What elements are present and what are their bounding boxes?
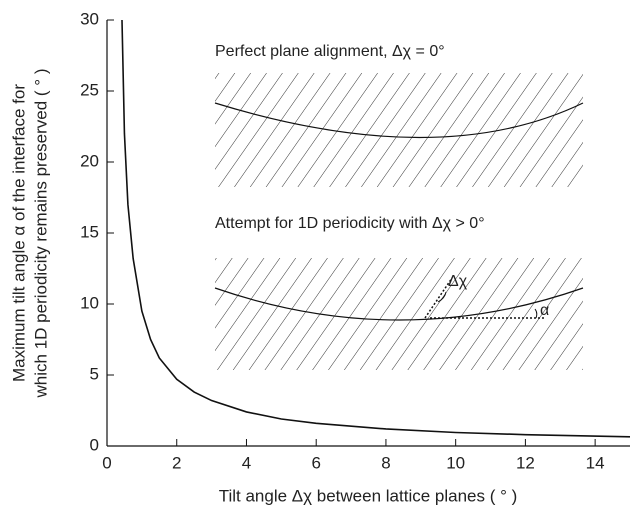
x-tick-label: 4 [242,453,251,472]
y-tick-label: 10 [80,293,99,312]
x-tick-label: 14 [586,453,605,472]
hatch-area [215,258,583,370]
y-tick-label: 5 [90,364,99,383]
y-axis-label: which 1D periodicity remains preserved (… [31,69,50,399]
interface-curve [214,287,584,321]
x-tick-label: 12 [516,453,535,472]
y-tick-label: 20 [80,151,99,170]
x-tick-label: 10 [446,453,465,472]
y-tick-label: 15 [80,222,99,241]
dotted-guide [424,277,545,319]
y-tick-label: 30 [80,9,99,28]
angle-arc [437,291,538,319]
x-tick-label: 2 [172,453,181,472]
annotation: α [540,302,549,319]
x-tick-label: 0 [102,453,111,472]
inset-bottom [214,258,584,370]
x-axis-label: Tilt angle Δχ between lattice planes ( °… [219,486,518,505]
hatch-area [215,73,583,187]
interface-curve [214,102,584,139]
annotation: Perfect plane alignment, Δχ = 0° [215,43,445,60]
annotation: Δχ [448,273,468,290]
y-tick-label: 25 [80,80,99,99]
annotation: Attempt for 1D periodicity with Δχ > 0° [215,215,485,232]
data-line [121,19,631,438]
y-axis-label: Maximum tilt angle α of the interface fo… [9,84,28,382]
x-tick-label: 6 [311,453,320,472]
x-tick-label: 8 [381,453,390,472]
y-tick-label: 0 [90,435,99,454]
inset-top [214,73,584,187]
